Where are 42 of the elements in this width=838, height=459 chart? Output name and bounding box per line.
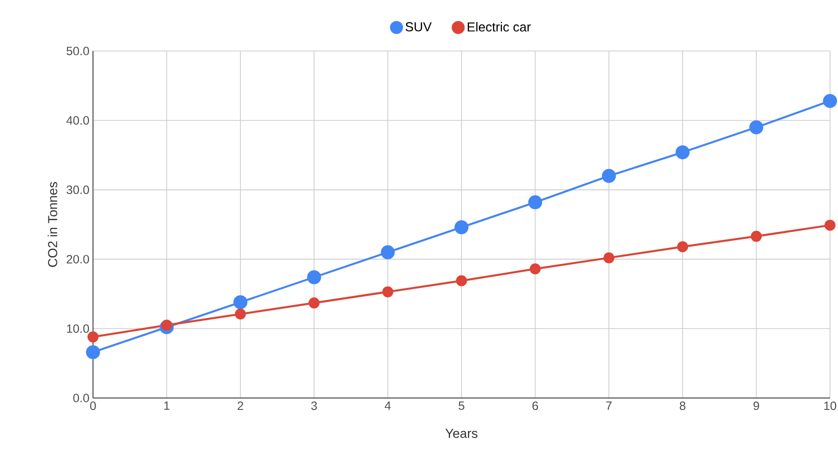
y-tick-label: 0.0: [73, 394, 90, 402]
point: [382, 286, 394, 298]
point: [528, 195, 542, 210]
point: [602, 168, 616, 183]
y-tick-label: 50.0: [66, 46, 90, 56]
y-axis-title: CO2 in Tonnes: [48, 182, 58, 267]
x-tick-label: 6: [532, 402, 538, 410]
y-tick-label: 30.0: [66, 186, 90, 194]
y-tick-label: 10.0: [67, 324, 90, 333]
x-tick-label: 1: [164, 402, 170, 410]
point: [750, 230, 762, 242]
point: [749, 120, 764, 134]
y-tick-label: 20.0: [66, 254, 90, 264]
point: [308, 297, 320, 308]
x-tick-label: 8: [680, 402, 686, 410]
x-tick-label: 3: [311, 402, 317, 410]
point: [824, 220, 836, 231]
point: [161, 320, 172, 331]
x-tick-label: 0: [90, 402, 96, 410]
point: [380, 245, 395, 260]
x-tick-label: 10: [824, 402, 836, 410]
point: [454, 220, 469, 234]
x-tick-label: 7: [606, 402, 612, 410]
legend-label: SUV: [406, 22, 432, 32]
point: [307, 270, 322, 284]
x-axis-title: Years: [445, 428, 478, 438]
point: [88, 331, 99, 342]
point: [233, 295, 248, 310]
x-tick-label: 5: [458, 402, 464, 410]
point: [234, 308, 246, 320]
point: [86, 345, 100, 360]
point: [603, 252, 614, 264]
x-tick-label: 2: [238, 402, 244, 410]
point: [677, 241, 688, 252]
point: [530, 263, 541, 274]
legend-label: Electric car: [468, 22, 531, 32]
y-tick-label: 40.0: [66, 116, 90, 125]
x-tick-label: 4: [384, 402, 391, 410]
point: [823, 94, 838, 108]
point: [676, 145, 690, 160]
point: [456, 275, 467, 286]
x-tick-label: 9: [754, 402, 760, 410]
